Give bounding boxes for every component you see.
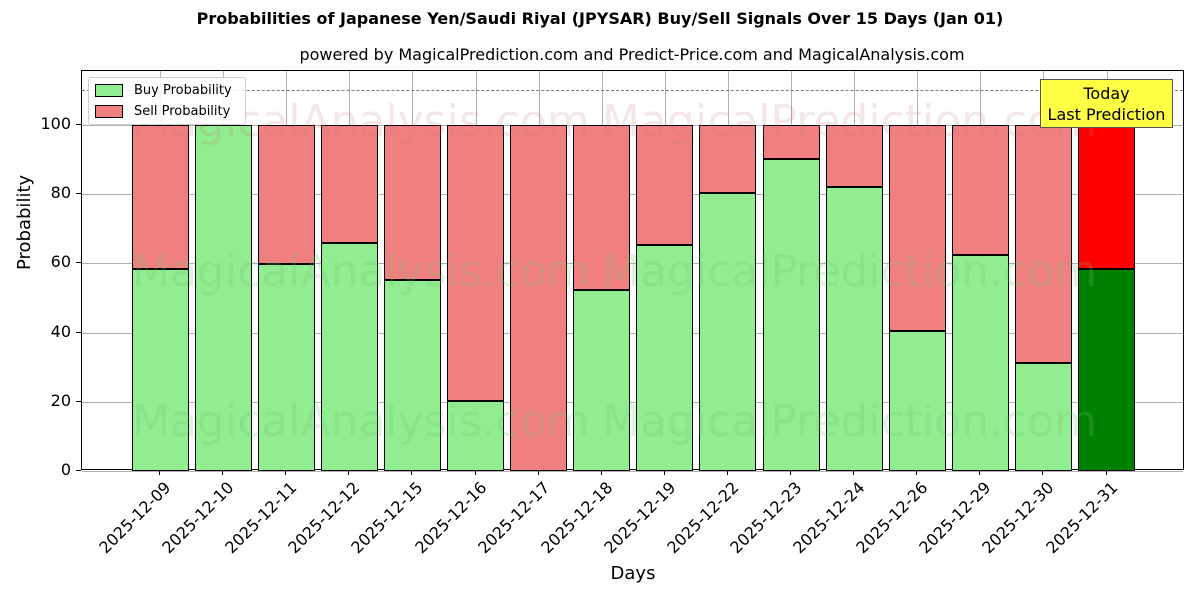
x-tick-mark	[222, 470, 224, 475]
grid-line-h	[82, 263, 1183, 265]
y-tick-mark	[76, 262, 81, 264]
sell-bar	[699, 125, 757, 194]
x-tick-mark	[790, 470, 791, 475]
plot-area: MagicalAnalysis.com MagicalPrediction.com…	[81, 70, 1184, 472]
grid-line-h	[82, 401, 1183, 403]
y-tick-label: 100	[40, 114, 71, 133]
sell-bar	[888, 125, 946, 331]
x-tick-mark	[1105, 470, 1107, 475]
y-tick-label: 60	[50, 252, 71, 272]
x-tick-mark	[537, 470, 539, 475]
sell-bar	[951, 125, 1009, 256]
buy-bar	[636, 245, 694, 471]
grid-line-h	[82, 194, 1183, 196]
buy-bar	[699, 193, 757, 471]
x-tick-mark	[285, 470, 287, 475]
buy-bar	[573, 290, 631, 471]
legend: Buy Probability Sell Probability	[88, 77, 246, 125]
x-tick-mark	[663, 470, 665, 475]
buy-bar	[762, 158, 820, 471]
x-tick-mark	[159, 470, 160, 475]
sell-bar	[447, 125, 504, 402]
sell-bar	[573, 125, 631, 291]
y-axis-label: Probability	[14, 174, 35, 270]
annotation-line-2: Last Prediction	[1047, 105, 1166, 124]
x-tick-mark	[916, 470, 918, 475]
grid-line-h	[82, 471, 1183, 472]
today-annotation: Today Last Prediction	[1040, 79, 1173, 128]
grid-line-h	[82, 125, 1183, 126]
chart-subtitle: powered by MagicalPrediction.com and Pre…	[299, 45, 965, 64]
buy-bar	[888, 330, 946, 471]
x-axis-label: Days	[610, 563, 656, 584]
sell-bar	[320, 125, 378, 243]
legend-buy-label: Buy Probability	[134, 82, 232, 98]
x-tick-mark	[979, 470, 981, 475]
sell-bar	[131, 125, 189, 269]
sell-bar	[1014, 125, 1072, 364]
legend-sell-label: Sell Probability	[134, 103, 231, 119]
x-tick-mark	[1042, 470, 1044, 475]
buy-bar	[131, 268, 189, 471]
sell-bar	[257, 125, 315, 265]
sell-swatch-icon	[95, 104, 123, 118]
buy-bar	[447, 401, 504, 471]
buy-bar	[825, 186, 883, 471]
x-tick-mark	[726, 470, 728, 475]
sell-bar	[510, 125, 568, 471]
y-tick-label: 80	[50, 183, 71, 203]
y-tick-mark	[76, 124, 81, 125]
sell-bar	[762, 125, 820, 159]
y-tick-label: 20	[50, 390, 71, 410]
sell-bar	[1078, 125, 1135, 269]
x-tick-mark	[348, 470, 350, 475]
y-tick-mark	[76, 331, 81, 333]
reference-line	[82, 90, 1183, 92]
x-tick-mark	[474, 470, 476, 475]
sell-bar	[825, 125, 883, 187]
buy-bar	[257, 264, 315, 471]
y-tick-mark	[76, 470, 81, 471]
y-tick-label: 0	[60, 460, 71, 479]
sell-bar	[383, 125, 441, 280]
x-tick-mark	[411, 470, 413, 475]
chart-title: Probabilities of Japanese Yen/Saudi Riya…	[196, 9, 1004, 28]
buy-bar	[951, 255, 1009, 471]
buy-bar	[383, 280, 441, 471]
buy-bar	[1078, 268, 1135, 471]
buy-swatch-icon	[95, 83, 123, 97]
legend-item-sell: Sell Probability	[95, 103, 230, 119]
grid-line-h	[82, 332, 1183, 334]
buy-bar	[1014, 363, 1072, 471]
buy-bar	[194, 125, 252, 471]
annotation-line-1: Today	[1083, 84, 1130, 103]
x-tick-mark	[853, 470, 855, 475]
y-tick-mark	[76, 193, 81, 195]
sell-bar	[636, 125, 694, 246]
legend-item-buy: Buy Probability	[95, 82, 232, 98]
y-tick-label: 40	[50, 321, 71, 341]
y-tick-mark	[76, 400, 81, 402]
buy-bar	[320, 242, 378, 471]
x-tick-mark	[600, 470, 602, 475]
